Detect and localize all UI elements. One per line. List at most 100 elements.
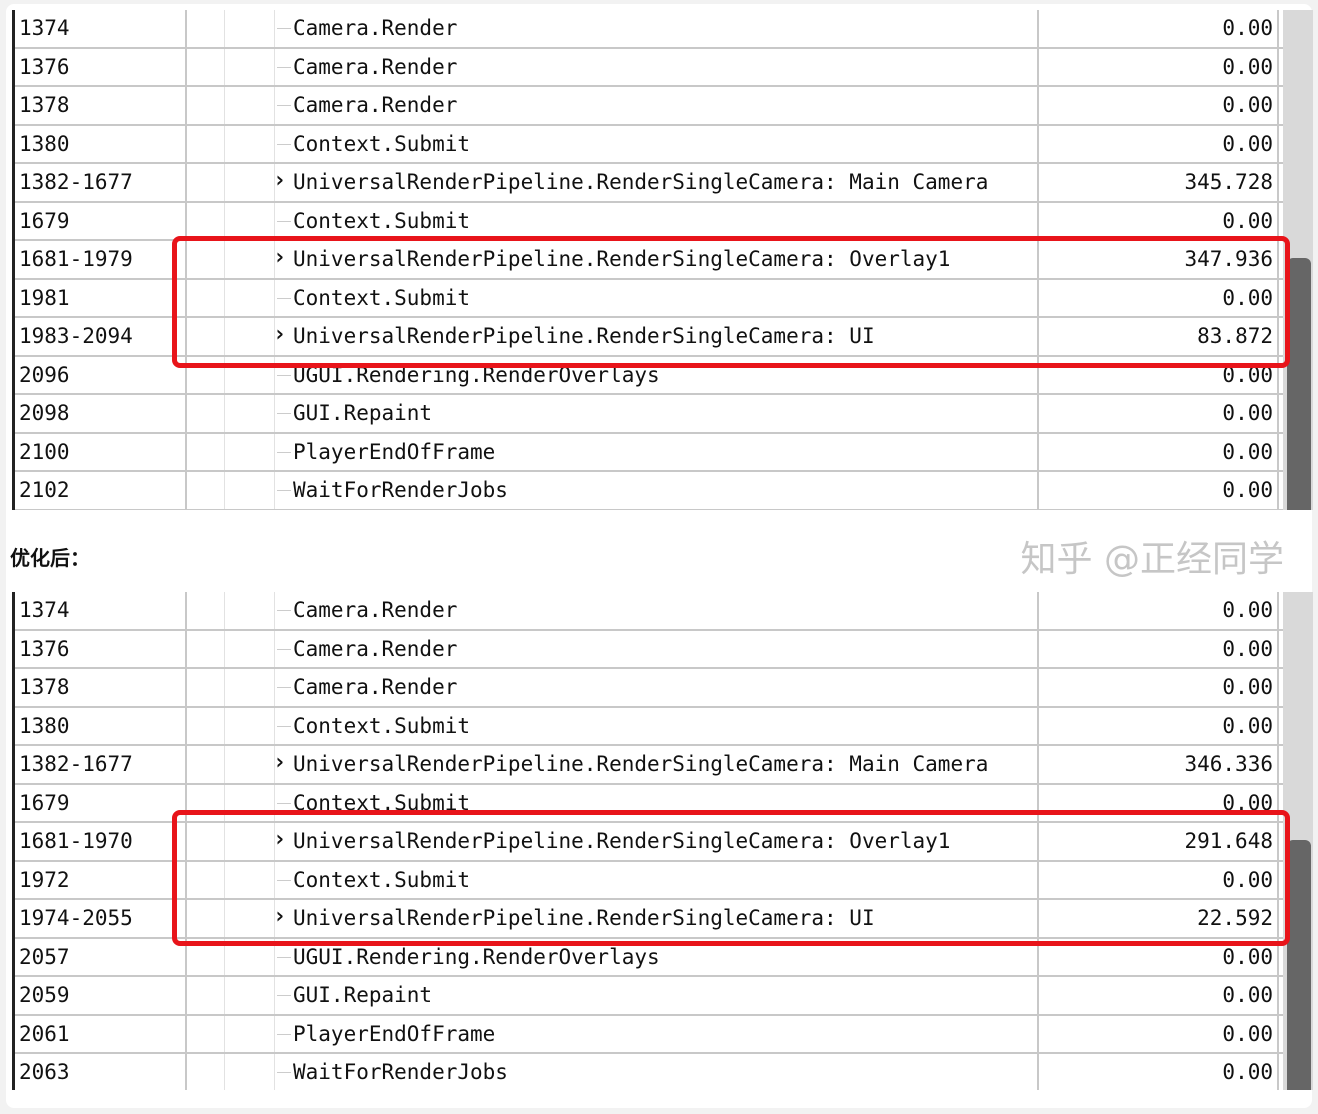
empty-cell (225, 592, 275, 629)
event-time: 0.00 (1039, 669, 1279, 706)
empty-cell (187, 630, 225, 667)
chevron-right-icon[interactable]: › (273, 904, 287, 929)
table-row[interactable]: 1380 Context.Submit 0.00 (15, 125, 1313, 164)
event-time: 0.00 (1039, 1015, 1279, 1052)
event-name: UGUI.Rendering.RenderOverlays (293, 938, 1039, 975)
chevron-right-icon[interactable]: › (273, 827, 287, 852)
event-name: UniversalRenderPipeline.RenderSingleCame… (293, 900, 1039, 937)
empty-cell (225, 318, 275, 355)
empty-cell (187, 395, 225, 432)
tree-line (277, 956, 291, 958)
empty-cell (187, 10, 225, 47)
tree-line (277, 1033, 291, 1035)
empty-cell (225, 861, 275, 898)
tree-line (277, 995, 291, 997)
table-row[interactable]: 1972 Context.Submit 0.00 (15, 861, 1313, 900)
empty-cell (225, 630, 275, 667)
tree-line (277, 220, 291, 222)
frame-index: 1380 (19, 125, 187, 162)
chevron-right-icon[interactable]: › (273, 322, 287, 347)
profiler-table-after: 1374 Camera.Render 0.00 1376 Camera.Rende… (12, 592, 1313, 1090)
event-time: 0.00 (1039, 202, 1279, 239)
table-row[interactable]: 1376 Camera.Render 0.00 (15, 48, 1313, 87)
chevron-right-icon[interactable]: › (273, 750, 287, 775)
table-row[interactable]: 1681-1970 › UniversalRenderPipeline.Rend… (15, 823, 1313, 862)
event-time: 0.00 (1039, 395, 1279, 432)
table-row[interactable]: 2059 GUI.Repaint 0.00 (15, 977, 1313, 1016)
tree-line (277, 725, 291, 727)
frame-index: 1679 (19, 202, 187, 239)
frame-index: 1681-1970 (19, 823, 187, 860)
empty-cell (187, 977, 225, 1014)
frame-index: 1981 (19, 279, 187, 316)
event-name: PlayerEndOfFrame (293, 1015, 1039, 1052)
table-row[interactable]: 1374 Camera.Render 0.00 (15, 592, 1313, 631)
event-time: 0.00 (1039, 279, 1279, 316)
table-row[interactable]: 2061 PlayerEndOfFrame 0.00 (15, 1015, 1313, 1054)
table-row[interactable]: 2102 WaitForRenderJobs 0.00 (15, 472, 1313, 510)
table-row[interactable]: 1681-1979 › UniversalRenderPipeline.Rend… (15, 241, 1313, 280)
frame-index: 1382-1677 (19, 746, 187, 783)
empty-cell (225, 125, 275, 162)
frame-index: 1974-2055 (19, 900, 187, 937)
empty-cell (187, 900, 225, 937)
event-name: GUI.Repaint (293, 977, 1039, 1014)
empty-cell (225, 433, 275, 470)
table-row[interactable]: 1983-2094 › UniversalRenderPipeline.Rend… (15, 318, 1313, 357)
tree-line (277, 802, 291, 804)
table-row[interactable]: 1382-1677 › UniversalRenderPipeline.Rend… (15, 746, 1313, 785)
table-row[interactable]: 1981 Context.Submit 0.00 (15, 279, 1313, 318)
watermark: 知乎 @正经同学 (1020, 539, 1284, 580)
highlight-box-before (172, 236, 1290, 368)
table-row[interactable]: 1380 Context.Submit 0.00 (15, 707, 1313, 746)
event-time: 345.728 (1039, 164, 1279, 201)
frame-index: 1380 (19, 707, 187, 744)
frame-index: 1983-2094 (19, 318, 187, 355)
empty-cell (187, 125, 225, 162)
table-row[interactable]: 2063 WaitForRenderJobs 0.00 (15, 1054, 1313, 1090)
empty-cell (225, 938, 275, 975)
chevron-right-icon[interactable]: › (273, 168, 287, 193)
scrollbar-thumb[interactable] (1287, 258, 1311, 510)
empty-cell (187, 784, 225, 821)
empty-cell (187, 938, 225, 975)
empty-cell (225, 356, 275, 393)
empty-cell (187, 433, 225, 470)
event-name: Context.Submit (293, 125, 1039, 162)
empty-cell (187, 861, 225, 898)
table-row[interactable]: 1974-2055 › UniversalRenderPipeline.Rend… (15, 900, 1313, 939)
tree-line (277, 879, 291, 881)
table-row[interactable]: 1382-1677 › UniversalRenderPipeline.Rend… (15, 164, 1313, 203)
frame-index: 2061 (19, 1015, 187, 1052)
empty-cell (187, 48, 225, 85)
empty-cell (187, 318, 225, 355)
event-name: Context.Submit (293, 861, 1039, 898)
empty-cell (187, 279, 225, 316)
frame-index: 2059 (19, 977, 187, 1014)
tree-line (277, 413, 291, 415)
frame-index: 1378 (19, 87, 187, 124)
scrollbar-thumb[interactable] (1287, 840, 1311, 1090)
event-time: 0.00 (1039, 472, 1279, 509)
table-row[interactable]: 2057 UGUI.Rendering.RenderOverlays 0.00 (15, 938, 1313, 977)
table-row[interactable]: 1376 Camera.Render 0.00 (15, 630, 1313, 669)
event-name: GUI.Repaint (293, 395, 1039, 432)
empty-cell (187, 241, 225, 278)
event-name: WaitForRenderJobs (293, 1054, 1039, 1090)
chevron-right-icon[interactable]: › (273, 245, 287, 270)
table-row[interactable]: 1378 Camera.Render 0.00 (15, 669, 1313, 708)
table-row[interactable]: 2100 PlayerEndOfFrame 0.00 (15, 433, 1313, 472)
event-time: 0.00 (1039, 592, 1279, 629)
empty-cell (225, 395, 275, 432)
section-label: 优化后： (10, 546, 90, 570)
event-time: 0.00 (1039, 433, 1279, 470)
table-row[interactable]: 1378 Camera.Render 0.00 (15, 87, 1313, 126)
event-name: Camera.Render (293, 592, 1039, 629)
table-row[interactable]: 2098 GUI.Repaint 0.00 (15, 395, 1313, 434)
event-name: Camera.Render (293, 630, 1039, 667)
event-time: 22.592 (1039, 900, 1279, 937)
table-row[interactable]: 1374 Camera.Render 0.00 (15, 10, 1313, 49)
empty-cell (187, 1054, 225, 1090)
tree-line (277, 143, 291, 145)
event-time: 346.336 (1039, 746, 1279, 783)
